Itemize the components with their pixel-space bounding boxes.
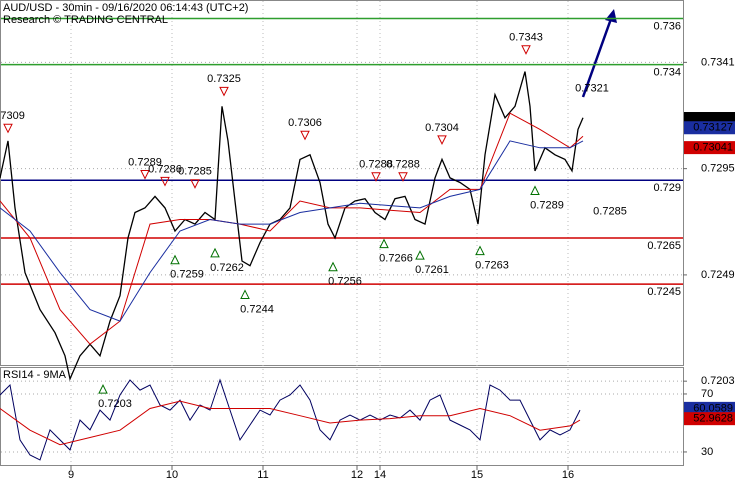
x-tick-label: 15 <box>471 469 483 480</box>
pivot-label: 0.7304 <box>425 122 459 134</box>
price-tag <box>684 141 735 155</box>
pivot-low-marker <box>98 384 108 394</box>
y-tick-label: 30 <box>701 446 713 458</box>
level-label: 0.729 <box>653 182 681 194</box>
series-line <box>0 71 584 382</box>
x-tick-label: 9 <box>68 469 74 480</box>
pivot-label: 0.7285 <box>178 166 212 178</box>
pivot-label: 0.7288 <box>359 159 393 171</box>
pivot-label: 0.7262 <box>210 262 244 274</box>
level-label: 0.734 <box>653 67 681 79</box>
series-line <box>0 112 584 345</box>
pivot-low-marker <box>379 238 389 249</box>
pivot-label: 0.7263 <box>475 259 509 271</box>
price-tag-label: 52.9628 <box>693 413 733 425</box>
pivot-label: 0.7325 <box>207 73 241 85</box>
series-line <box>0 140 584 322</box>
x-tick-label: 10 <box>166 469 178 480</box>
chart-title: AUD/USD - 30min - 09/16/2020 06:14:43 (U… <box>3 2 248 14</box>
price-tag-label: 60.0589 <box>693 402 733 414</box>
pivot-low-marker <box>415 250 425 260</box>
pivot-label: 0.7259 <box>170 269 204 281</box>
pivot-label: 0.7289 <box>128 156 162 168</box>
x-tick-label: 16 <box>562 469 574 480</box>
pivot-high-marker <box>190 179 200 189</box>
pivot-high-marker <box>437 135 447 145</box>
level-label: 0.7245 <box>647 286 681 298</box>
price-tag-label: 0.73041 <box>693 142 733 154</box>
series-line <box>0 378 581 461</box>
pivot-high-marker <box>371 172 381 182</box>
pivot-label: 0.7203 <box>98 398 132 410</box>
y-tick-label: 0.7341 <box>701 56 735 68</box>
y-tick-label: 0.7249 <box>701 269 735 281</box>
pivot-high-marker <box>219 86 229 97</box>
pivot-low-marker <box>210 247 220 258</box>
rsi-title: RSI14 - 9MA <box>3 369 67 381</box>
pivot-low-marker <box>328 261 338 272</box>
pivot-label: 0.7343 <box>509 32 543 44</box>
pivot-label: 0.7309 <box>0 110 25 122</box>
pivot-label: 0.7286 <box>148 163 182 175</box>
pivot-label: 0.7261 <box>415 264 449 276</box>
pivot-high-marker <box>140 170 150 180</box>
pivot-high-marker <box>3 123 13 134</box>
y-tick-label: 0.7295 <box>701 163 735 175</box>
pivot-label: 0.7288 <box>386 159 420 171</box>
pivot-label: 0.7306 <box>288 117 322 129</box>
chart-subtitle: Research © TRADING CENTRAL <box>3 14 168 26</box>
y-tick-label: 0.7203 <box>701 375 735 387</box>
x-tick-label: 11 <box>257 469 268 480</box>
price-tag <box>684 401 735 415</box>
pivot-label: 0.7244 <box>240 303 274 315</box>
pivot-high-marker <box>398 172 408 182</box>
pivot-low-marker <box>530 185 540 195</box>
price-tag <box>684 412 735 426</box>
rsi-panel <box>0 367 684 466</box>
pivot-high-marker <box>521 45 531 55</box>
pivot-label: 0.7266 <box>379 253 413 265</box>
projection-arrow <box>581 15 614 98</box>
note-label: 0.7285 <box>593 206 627 218</box>
series-line <box>0 400 581 446</box>
pivot-low-marker <box>240 289 250 299</box>
level-label: 0.736 <box>653 20 681 32</box>
pivot-high-marker <box>300 130 310 141</box>
pivot-label: 0.7289 <box>530 199 564 211</box>
price-panel <box>0 0 684 366</box>
price-tag-label: 0.73127 <box>693 122 733 134</box>
pivot-label: 0.7256 <box>328 276 362 288</box>
x-tick-label: 14 <box>374 469 386 480</box>
pivot-low-marker <box>170 254 180 265</box>
pivot-high-marker <box>160 176 170 187</box>
level-label: 0.7265 <box>647 240 681 252</box>
pivot-low-marker <box>475 245 485 256</box>
price-tag <box>684 121 735 135</box>
y-tick-label: 70 <box>701 388 713 400</box>
x-tick-label: 12 <box>351 469 363 480</box>
projection-arrow-head <box>605 9 617 23</box>
note-label: 0.7321 <box>575 82 609 94</box>
